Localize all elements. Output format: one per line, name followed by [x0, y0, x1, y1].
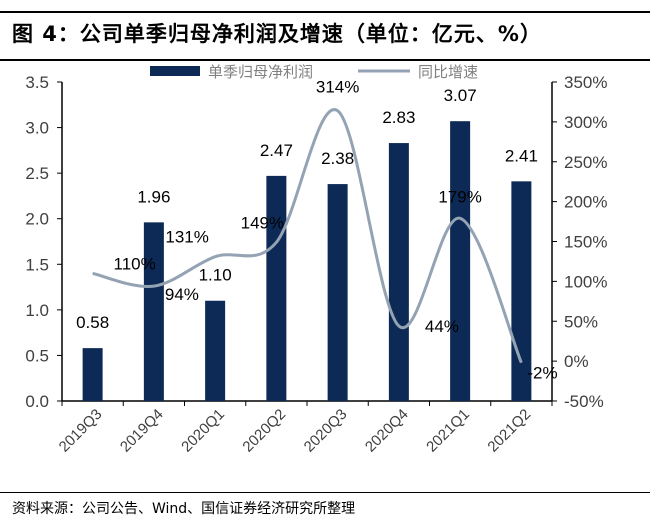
bar-label: 2.47 — [260, 141, 293, 160]
legend-swatch-bars — [150, 66, 200, 76]
right-tick-label: 300% — [564, 113, 607, 132]
bar — [266, 175, 287, 401]
left-tick-label: 2.5 — [25, 164, 49, 183]
x-tick-label: 2019Q4 — [117, 406, 167, 456]
x-tick-label: 2020Q2 — [239, 406, 289, 456]
chart-title: 图 4：公司单季归母净利润及增速（单位：亿元、%） — [12, 22, 542, 46]
right-tick-label: 200% — [564, 193, 607, 212]
line-label: 179% — [438, 187, 481, 206]
bar-label: 1.10 — [199, 266, 232, 285]
left-tick-label: 3.0 — [25, 119, 49, 138]
right-tick-label: 50% — [564, 312, 598, 331]
title-top-rule — [0, 11, 650, 13]
left-tick-label: 1.0 — [25, 301, 49, 320]
bar-label: 2.41 — [505, 146, 538, 165]
growth-line — [92, 108, 523, 364]
x-tick-label: 2021Q1 — [423, 406, 473, 456]
line-label: 314% — [316, 78, 359, 97]
bar — [82, 348, 103, 401]
line-label: 131% — [165, 228, 208, 247]
x-tick-label: 2020Q3 — [301, 406, 351, 456]
line-label: 110% — [114, 254, 156, 273]
left-tick-label: 2.0 — [25, 210, 49, 229]
bar-label: 3.07 — [444, 86, 477, 105]
right-tick-label: 100% — [564, 272, 607, 291]
x-tick-label: 2019Q3 — [56, 406, 106, 456]
left-tick-label: 1.5 — [25, 255, 49, 274]
line-label: 94% — [165, 285, 199, 304]
bar-label: 2.38 — [321, 149, 354, 168]
bar — [143, 222, 164, 401]
bar-label: 2.83 — [382, 108, 415, 127]
bar — [388, 143, 409, 401]
right-tick-label: 150% — [564, 233, 607, 252]
title-bottom-rule — [0, 59, 650, 61]
bar — [450, 121, 471, 401]
x-tick-label: 2021Q2 — [484, 406, 534, 456]
legend-label-bars: 单季归母净利润 — [208, 64, 313, 81]
line-label: 149% — [241, 213, 284, 232]
x-tick-label: 2020Q4 — [362, 406, 412, 456]
line-label: -2% — [527, 364, 557, 383]
left-tick-label: 0.5 — [25, 346, 49, 365]
bar — [205, 300, 226, 401]
legend-label-line: 同比增速 — [418, 64, 478, 81]
source-note: 资料来源：公司公告、Wind、国信证券经济研究所整理 — [12, 501, 356, 517]
right-tick-label: 250% — [564, 153, 607, 172]
bar-label: 0.58 — [76, 313, 109, 332]
line-label: 44% — [425, 317, 459, 336]
right-tick-label: 350% — [564, 73, 607, 92]
source-rule — [0, 492, 650, 493]
right-tick-label: 0% — [564, 352, 589, 371]
left-tick-label: 0.0 — [25, 392, 49, 411]
left-tick-label: 3.5 — [25, 73, 49, 92]
bar — [327, 184, 348, 401]
x-tick-label: 2020Q1 — [178, 406, 228, 456]
bar-label: 1.96 — [137, 187, 170, 206]
right-tick-label: -50% — [564, 392, 604, 411]
